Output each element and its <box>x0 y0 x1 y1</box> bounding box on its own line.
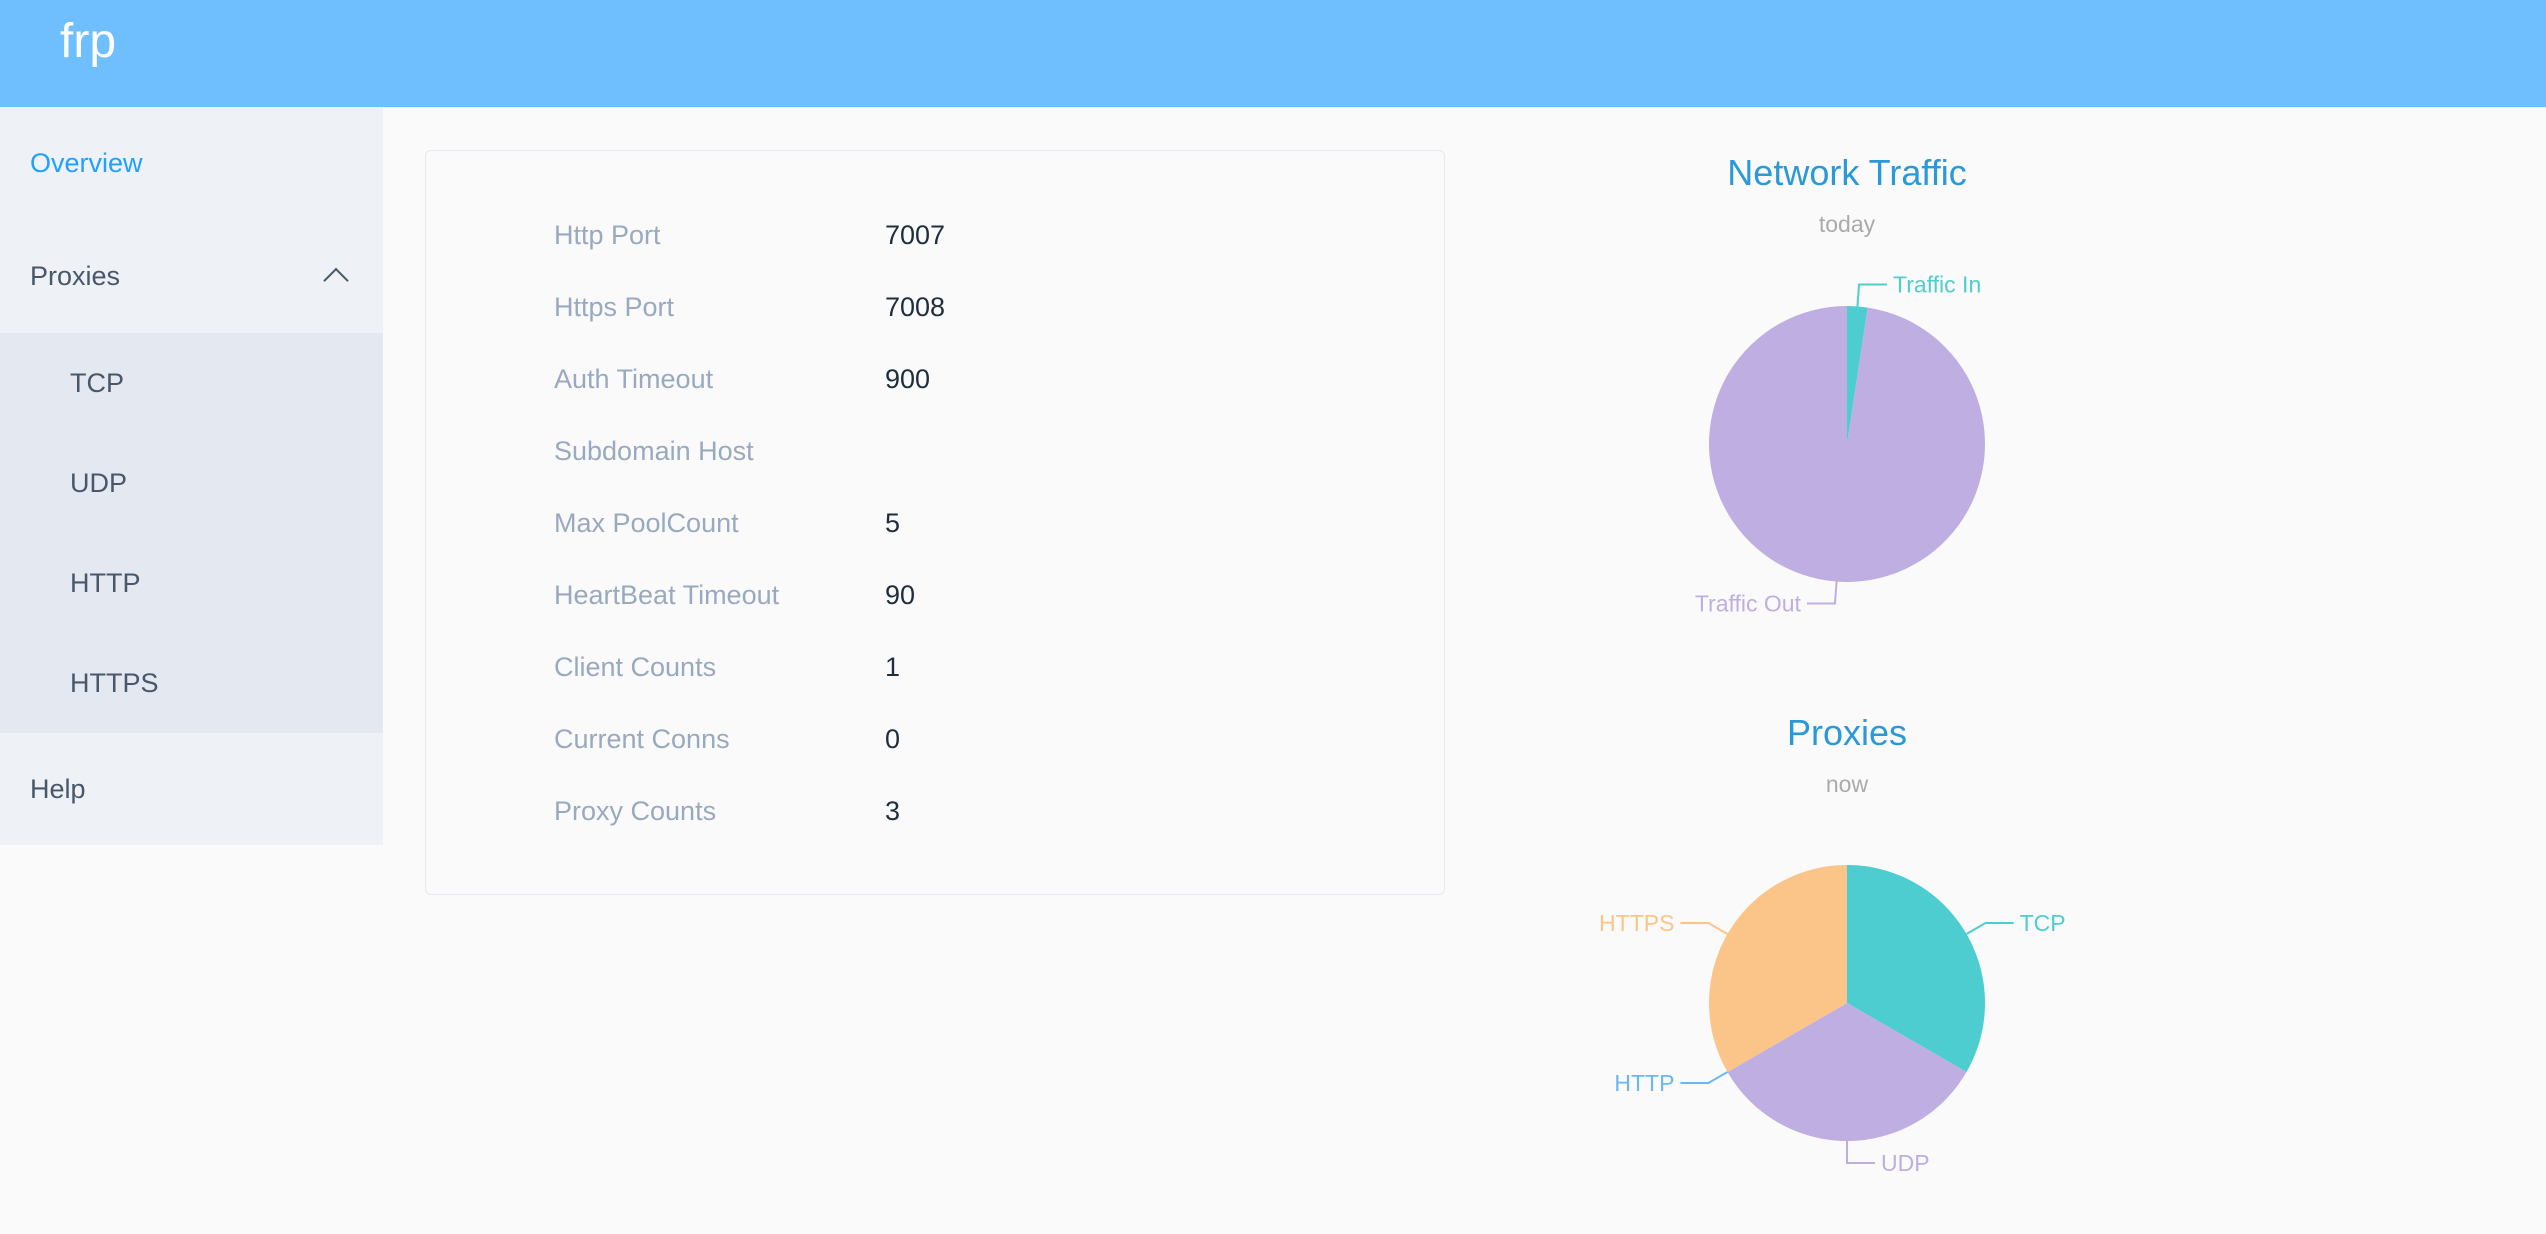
info-row: Auth Timeout 900 <box>554 359 930 399</box>
pie-slice[interactable] <box>1709 865 1847 1072</box>
info-value: 1 <box>885 651 901 682</box>
info-row: HeartBeat Timeout 90 <box>554 575 915 615</box>
info-row: Current Conns 0 <box>554 719 900 759</box>
proxies-chart-title: Proxies <box>1786 712 1908 753</box>
sidebar-item-label: Help <box>30 773 86 804</box>
sidebar-item-tcp[interactable]: TCP <box>0 333 383 433</box>
info-label: HeartBeat Timeout <box>554 579 780 610</box>
pie-label: UDP <box>1881 1150 1930 1176</box>
info-row: Proxy Counts 3 <box>554 791 900 831</box>
info-label: Client Counts <box>554 651 717 682</box>
traffic-chart-subtitle: today <box>1818 211 1876 237</box>
sidebar-item-label: HTTPS <box>70 667 159 698</box>
pie-slice[interactable] <box>1847 865 1985 1072</box>
traffic-pie-chart: Traffic In Traffic Out <box>1695 271 1985 617</box>
server-info-card: Http Port 7007 Https Port 7008 Auth Timeout 9… <box>425 150 1445 895</box>
top-header: frp <box>0 0 2546 107</box>
info-value: 5 <box>885 507 901 538</box>
info-label: Current Conns <box>554 723 730 754</box>
sidebar-item-label: Proxies <box>30 260 121 291</box>
sidebar: Overview Proxies TCP UDP HTTP HTTPS Help <box>0 107 383 845</box>
info-label: Subdomain Host <box>554 435 754 466</box>
label-leader-line <box>1846 1141 1875 1164</box>
pie-label: HTTP <box>1614 1070 1674 1096</box>
sidebar-item-label: Overview <box>30 147 143 178</box>
pie-slice[interactable] <box>1727 1003 1967 1141</box>
sidebar-item-overview[interactable]: Overview <box>0 107 383 219</box>
sidebar-item-label: HTTP <box>70 567 141 598</box>
info-row: Max PoolCount 5 <box>554 503 900 543</box>
pie-label: Traffic In <box>1893 271 1981 297</box>
sidebar-item-label: UDP <box>70 467 128 498</box>
label-leader-line <box>1680 922 1728 935</box>
pie-label: TCP <box>2020 910 2066 936</box>
info-label: Max PoolCount <box>554 507 739 538</box>
label-leader-line <box>1806 581 1838 605</box>
info-value: 3 <box>885 795 901 826</box>
label-leader-line <box>1680 1071 1728 1084</box>
app-logo: frp <box>60 15 117 68</box>
sidebar-item-help[interactable]: Help <box>0 733 383 845</box>
info-label: Https Port <box>554 291 675 322</box>
info-row: Subdomain Host <box>554 431 885 471</box>
info-row: Http Port 7007 <box>554 215 945 255</box>
info-label: Http Port <box>554 219 661 250</box>
info-value: 7008 <box>885 291 946 322</box>
proxies-chart-subtitle: now <box>1825 771 1869 797</box>
pie-label: Traffic Out <box>1695 591 1802 617</box>
info-label: Proxy Counts <box>554 795 717 826</box>
chevron-up-icon <box>323 267 349 294</box>
pie-slice[interactable] <box>1847 306 1868 444</box>
info-value: 90 <box>885 579 916 610</box>
info-value: 0 <box>885 723 901 754</box>
pie-slice[interactable] <box>1709 306 1985 582</box>
info-label: Auth Timeout <box>554 363 714 394</box>
label-leader-line <box>1966 922 2014 935</box>
proxies-pie-chart: TCP UDP HTTP HTTPS <box>1599 865 2066 1176</box>
sidebar-item-https[interactable]: HTTPS <box>0 633 383 733</box>
info-row: Client Counts 1 <box>554 647 900 687</box>
info-row: Https Port 7008 <box>554 287 945 327</box>
sidebar-item-label: TCP <box>70 367 124 398</box>
sidebar-item-udp[interactable]: UDP <box>0 433 383 533</box>
info-value: 7007 <box>885 219 946 250</box>
sidebar-item-proxies[interactable]: Proxies <box>0 219 383 333</box>
info-value: 900 <box>885 363 931 394</box>
traffic-chart-title: Network Traffic <box>1727 152 1967 193</box>
pie-label: HTTPS <box>1599 910 1674 936</box>
label-leader-line <box>1856 283 1888 307</box>
sidebar-item-http[interactable]: HTTP <box>0 533 383 633</box>
